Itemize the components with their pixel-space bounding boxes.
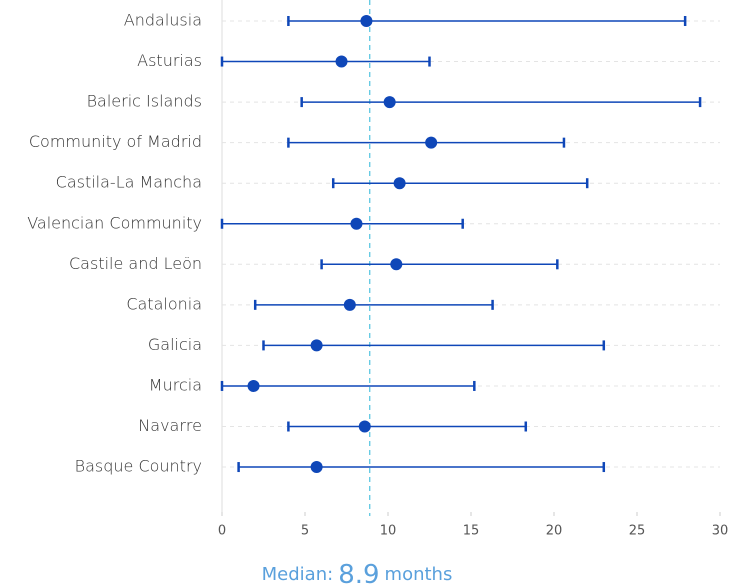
median-label: Median: 8.9 months <box>262 560 453 586</box>
category-label: Basque Country <box>75 457 202 476</box>
category-label: Castila-La Mancha <box>56 173 202 192</box>
category-label: Andalusia <box>124 11 202 30</box>
category-label: Navarre <box>138 416 202 435</box>
x-tick-label: 20 <box>546 524 563 539</box>
x-tick-label: 10 <box>380 524 397 539</box>
dot <box>390 258 403 271</box>
category-label: Baleric Islands <box>87 92 202 111</box>
category-label: Valencian Community <box>27 213 202 232</box>
dot <box>360 15 373 27</box>
dot <box>335 55 348 68</box>
x-tick-label: 30 <box>712 524 729 539</box>
x-tick-label: 25 <box>629 524 646 539</box>
dot <box>310 339 323 352</box>
x-tick-label: 15 <box>463 524 480 539</box>
category-label: Community of Madrid <box>29 132 202 151</box>
dot <box>343 298 356 311</box>
x-tick-label: 5 <box>301 524 309 539</box>
category-label: Murcia <box>149 375 202 394</box>
dot <box>358 420 371 433</box>
category-label: Catalonia <box>126 294 202 313</box>
dot <box>393 177 406 190</box>
category-label: Castile and Leön <box>69 254 202 273</box>
dot <box>350 217 363 230</box>
category-label: Galicia <box>148 335 202 354</box>
dot <box>310 461 323 474</box>
median-value: 8.9 <box>338 560 379 586</box>
dot <box>425 136 438 149</box>
dot <box>247 379 260 392</box>
median-text: Median: <box>262 564 334 585</box>
dot <box>383 96 396 109</box>
median-unit: months <box>385 564 453 585</box>
x-tick-label: 0 <box>218 524 226 539</box>
category-label: Asturias <box>137 51 202 70</box>
